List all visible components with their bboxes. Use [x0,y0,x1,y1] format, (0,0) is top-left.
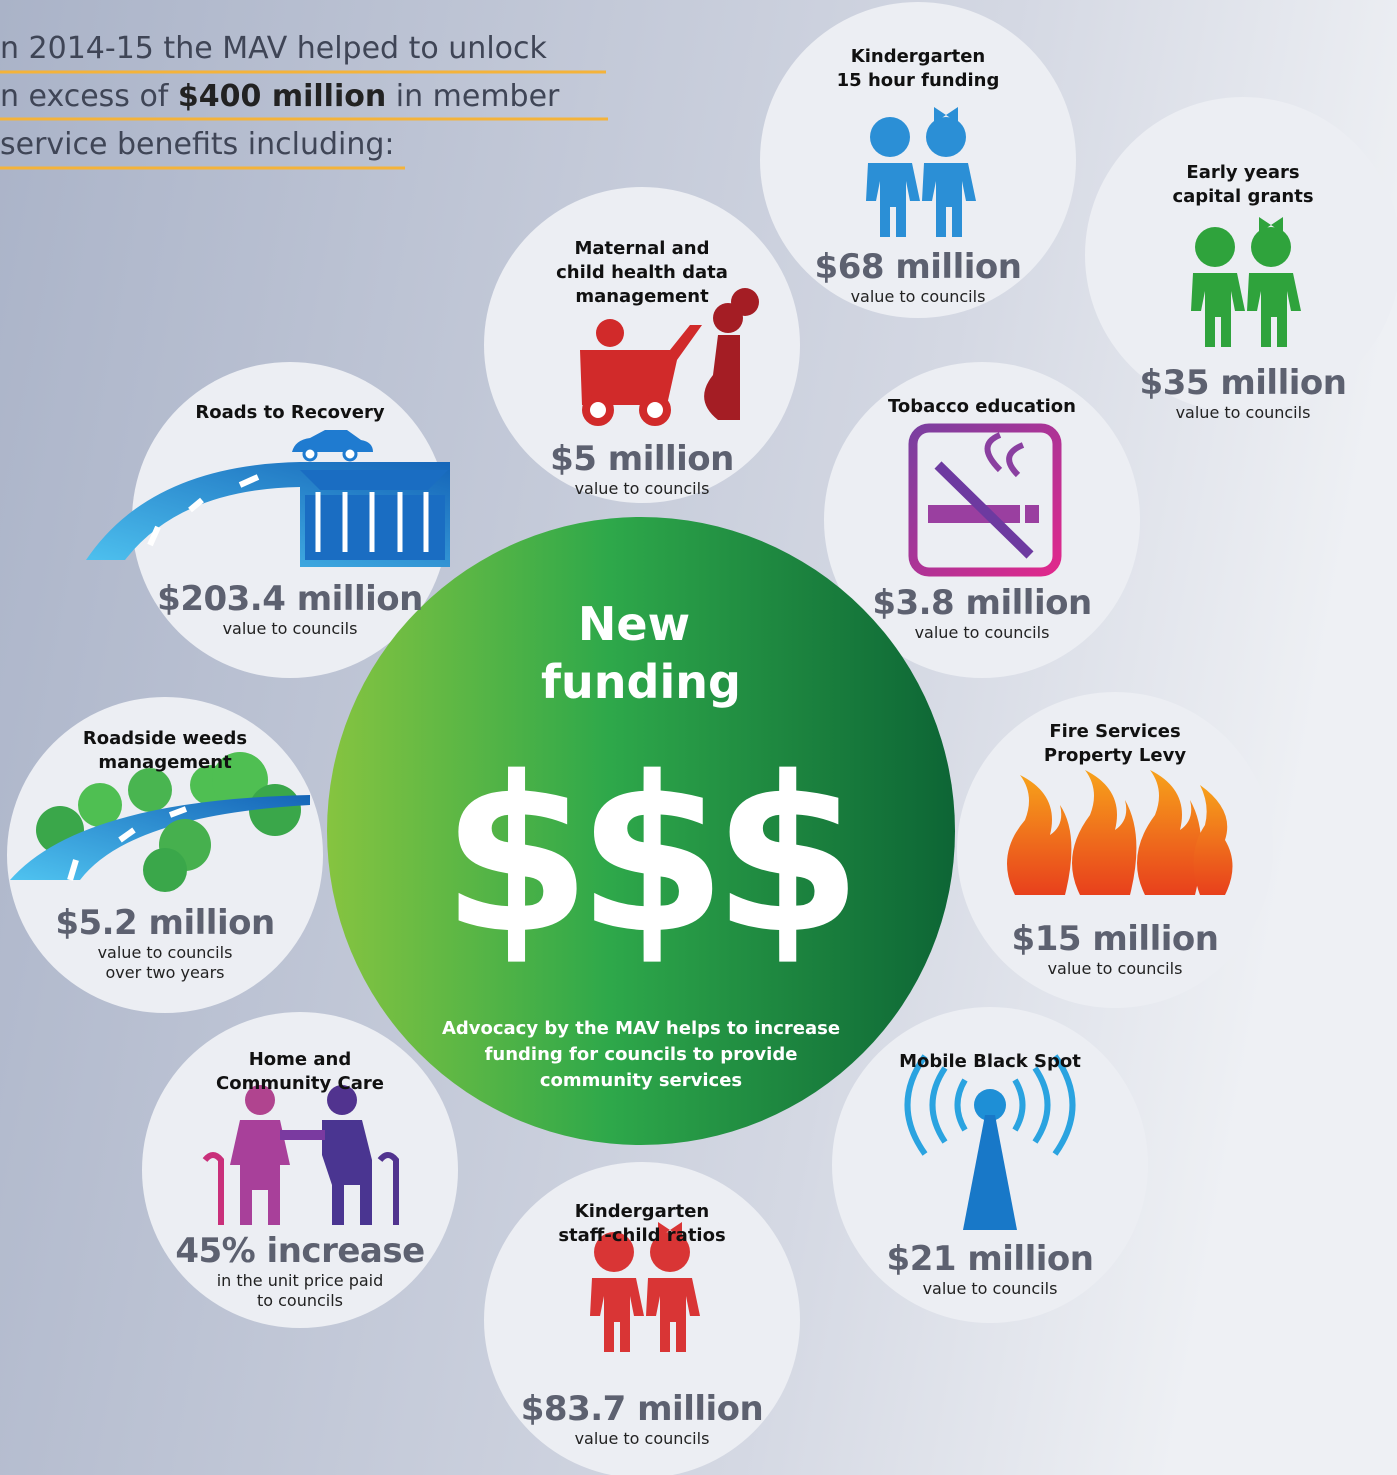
item-note: in the unit price paid [217,1271,384,1290]
infographic: n 2014-15 the MAV helped to unlock n exc… [0,0,1397,1475]
item-title: staff-child ratios [558,1225,725,1246]
item-amount: $68 million [815,247,1022,287]
item-note: value to councils [915,623,1050,642]
item-note: value to councils [851,287,986,306]
intro-line: n 2014-15 the MAV helped to unlock [0,31,547,66]
item-title: 15 hour funding [837,70,1000,91]
center-title: New [578,597,690,651]
item-title: Community Care [216,1073,384,1094]
item-amount: $5 million [550,439,734,479]
item-amount: $203.4 million [157,579,423,619]
item-title: Kindergarten [575,1201,709,1222]
center-description: funding for councils to provide [485,1044,798,1065]
item-amount: $21 million [887,1239,1094,1279]
intro-text: in member [386,79,560,114]
item-title: Roads to Recovery [195,402,384,423]
intro-line: service benefits including: [0,127,395,162]
item-note: value to councils [1176,403,1311,422]
item-title: Kindergarten [851,46,985,67]
item-title: child health data [556,262,728,283]
item-amount: $3.8 million [872,583,1091,623]
item-amount: $15 million [1012,919,1219,959]
item-title: management [575,286,709,307]
intro-text: n excess of [0,79,178,114]
item-note: value to councils [923,1279,1058,1298]
item-amount: $35 million [1140,363,1347,403]
item-note: value to councils [575,479,710,498]
item-title: Maternal and [575,238,710,259]
intro-line: n excess of $400 million in member [0,79,560,114]
center-title: funding [541,655,741,709]
center-description: community services [540,1070,742,1091]
item-note: value to councils [98,943,233,962]
item-note: value to councils [223,619,358,638]
item-title: Early years [1186,162,1299,183]
item-note: over two years [105,963,224,982]
item-amount: $83.7 million [521,1389,764,1429]
item-title: Fire Services [1049,721,1180,742]
item-note: value to councils [1048,959,1183,978]
item-title: Mobile Black Spot [899,1051,1081,1072]
item-title: capital grants [1172,186,1313,207]
center-description: Advocacy by the MAV helps to increase [442,1018,840,1039]
center-symbol: $$$ [442,730,849,981]
item-note: to councils [257,1291,343,1310]
item-title: Roadside weeds [83,728,247,749]
intro-highlight: $400 million [178,79,386,114]
item-amount: $5.2 million [55,903,274,943]
item-title: Home and [249,1049,352,1070]
item-amount: 45% increase [175,1231,424,1271]
item-title: Property Levy [1044,745,1186,766]
item-note: value to councils [575,1429,710,1448]
item-title: Tobacco education [888,396,1076,417]
page: n 2014-15 the MAV helped to unlock n exc… [0,0,1397,1475]
item-title: management [98,752,232,773]
